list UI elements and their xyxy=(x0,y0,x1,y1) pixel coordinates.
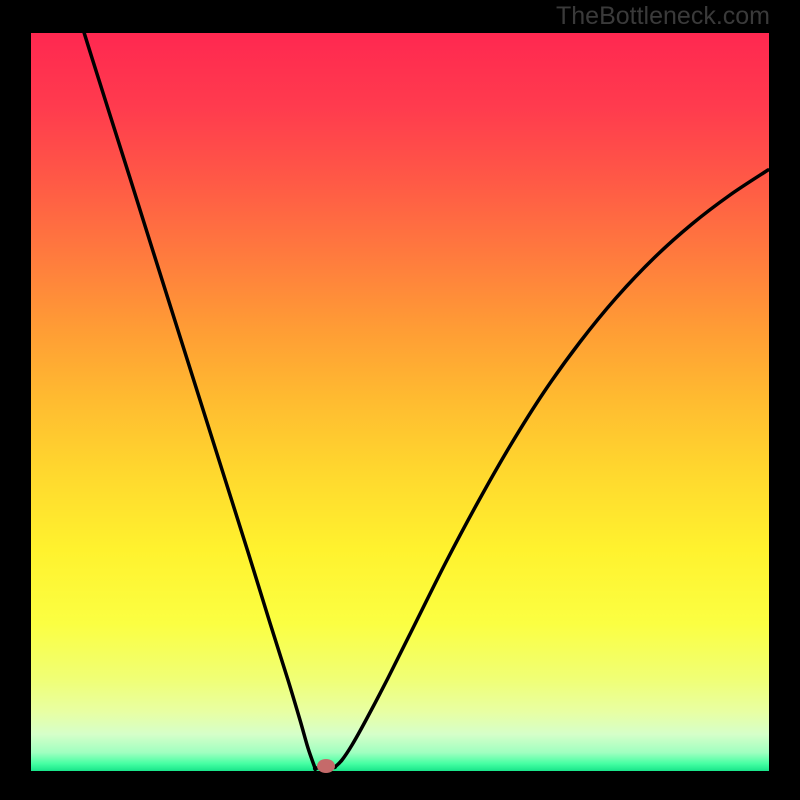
chart-canvas: TheBottleneck.com xyxy=(0,0,800,800)
bottleneck-heatmap xyxy=(31,33,769,771)
source-watermark: TheBottleneck.com xyxy=(556,2,770,31)
